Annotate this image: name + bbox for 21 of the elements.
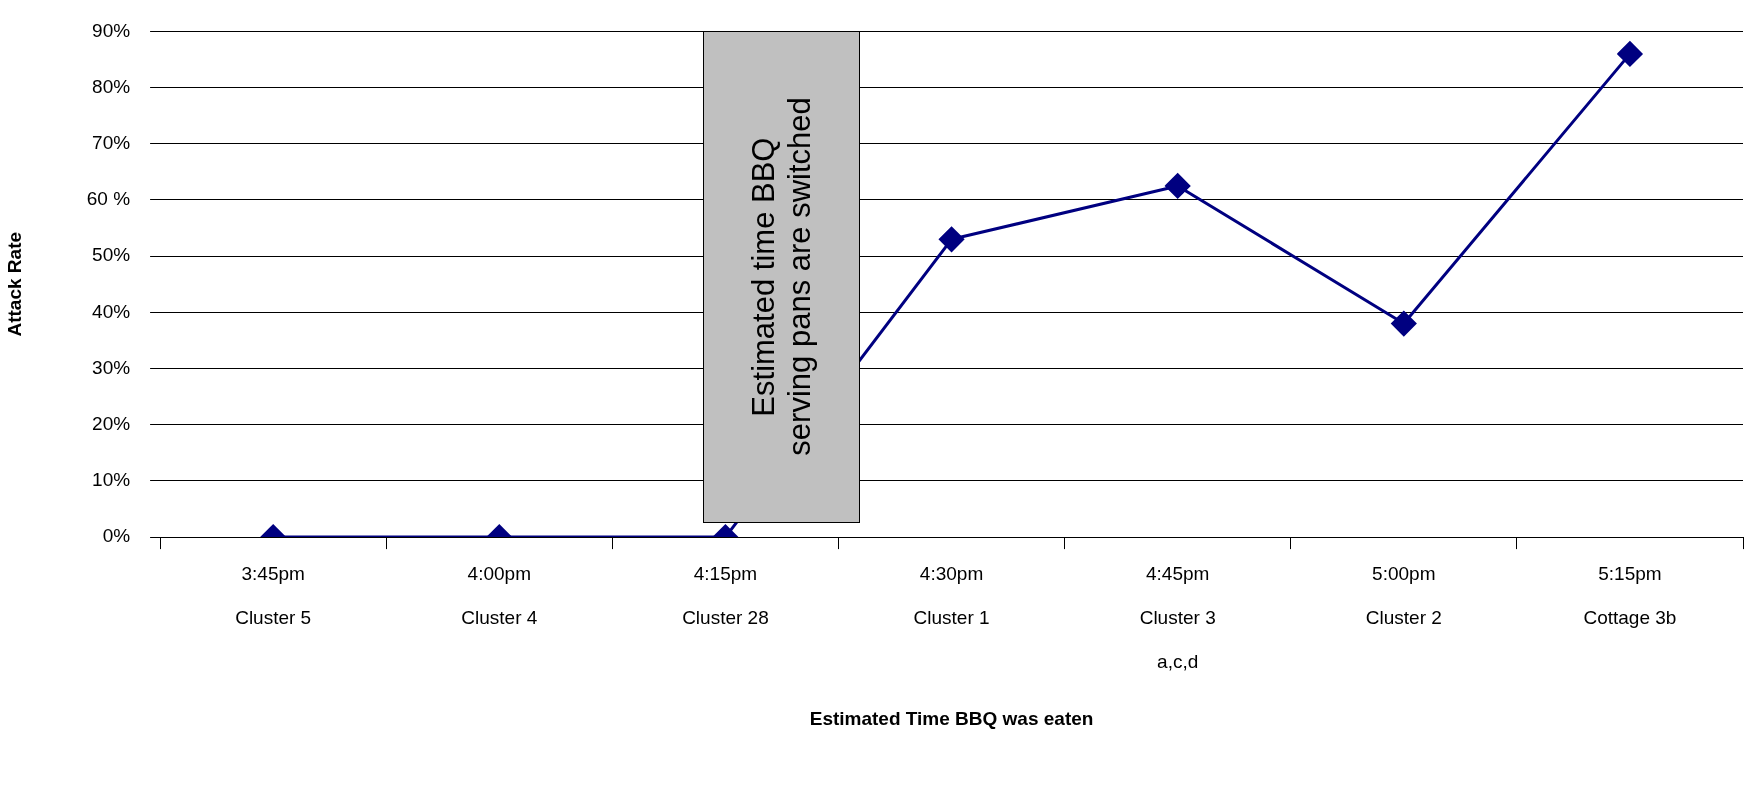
x-tick-label: 4:30pm Cluster 1 bbox=[913, 563, 990, 628]
x-tick-label: 3:45pm Cluster 5 bbox=[235, 563, 312, 628]
y-tick-label: 40% bbox=[92, 300, 131, 322]
x-tick-label: 5:15pm Cottage 3b bbox=[1583, 563, 1677, 628]
x-tick-label: 5:00pm Cluster 2 bbox=[1365, 563, 1442, 628]
y-tick-label: 30% bbox=[92, 356, 131, 378]
y-tick-label: 70% bbox=[92, 132, 131, 154]
x-tick-label: 4:00pm Cluster 4 bbox=[461, 563, 538, 628]
note-box: Estimated time BBQ serving pans are switched bbox=[703, 31, 861, 524]
y-tick-label: 80% bbox=[92, 75, 131, 97]
annotation: Estimated time BBQ serving pans are switched bbox=[745, 97, 818, 459]
y-tick-label: 90% bbox=[92, 19, 131, 41]
y-tick-label: 60 % bbox=[86, 188, 131, 210]
y-tick-label: 0% bbox=[102, 525, 131, 547]
x-tick-label: 4:45pm Cluster 3 a,c,d bbox=[1139, 563, 1216, 672]
x-axis-title: Estimated Time BBQ was eaten bbox=[809, 707, 1094, 729]
y-tick-label: 10% bbox=[92, 469, 131, 491]
y-tick-label: 20% bbox=[92, 412, 131, 434]
y-tick-label: 50% bbox=[92, 244, 131, 266]
x-tick-label: 4:15pm Cluster 28 bbox=[682, 563, 769, 628]
y-axis-title: Attack Rate bbox=[3, 231, 25, 337]
